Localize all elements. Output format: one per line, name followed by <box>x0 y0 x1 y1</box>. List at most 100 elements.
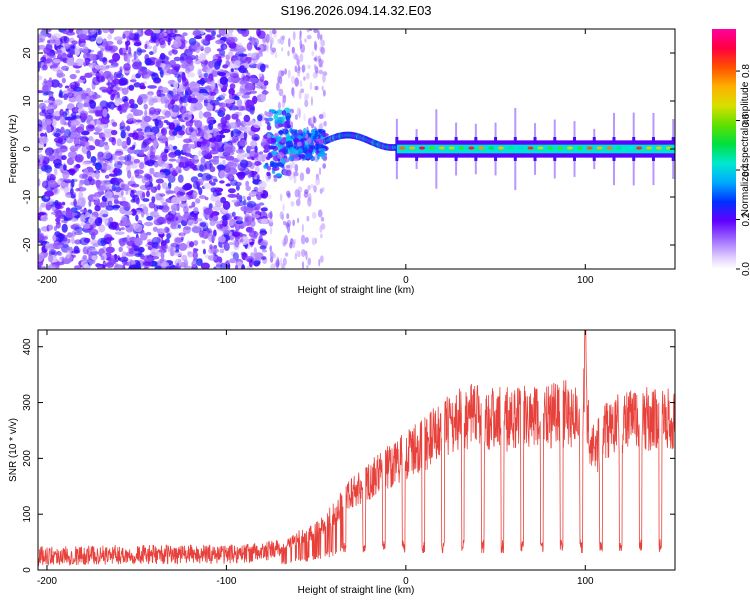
noise-speckle <box>38 158 41 164</box>
transition-cluster <box>281 116 286 123</box>
noise-speckle <box>102 108 108 118</box>
noise-speckle <box>220 93 227 97</box>
transition-speckle <box>282 257 287 266</box>
noise-speckle <box>157 183 161 191</box>
noise-speckle <box>130 175 135 183</box>
transition-speckle <box>270 263 276 269</box>
noise-speckle <box>52 234 57 242</box>
noise-speckle <box>104 174 110 179</box>
noise-speckle <box>186 146 192 154</box>
transition-speckle <box>318 167 322 176</box>
transition-cluster <box>277 130 284 135</box>
transition-speckle <box>286 213 290 220</box>
noise-speckle <box>160 242 168 251</box>
transition-cluster <box>283 157 290 163</box>
noise-speckle <box>220 116 228 126</box>
transition-speckle <box>275 259 280 268</box>
spectrogram-ytick-label: -10 <box>22 189 33 204</box>
noise-speckle <box>255 53 260 61</box>
noise-speckle <box>173 236 182 245</box>
noise-speckle <box>54 261 65 266</box>
noise-speckle <box>38 62 41 69</box>
noise-speckle <box>64 85 70 89</box>
noise-speckle <box>156 89 161 97</box>
noise-speckle <box>202 111 212 118</box>
noise-speckle <box>160 128 165 134</box>
noise-speckle <box>259 228 267 233</box>
noise-speckle <box>80 92 87 100</box>
noise-speckle <box>102 213 109 218</box>
transition-speckle <box>319 225 323 233</box>
noise-speckle <box>235 113 239 122</box>
noise-speckle <box>204 160 212 170</box>
transition-cluster <box>282 128 289 135</box>
transition-speckle <box>319 188 323 194</box>
noise-speckle <box>210 81 216 90</box>
transition-cluster <box>318 148 327 152</box>
noise-speckle <box>146 231 152 236</box>
noise-speckle <box>255 189 264 195</box>
noise-speckle <box>121 87 129 95</box>
noise-speckle <box>50 251 56 255</box>
noise-speckle <box>237 171 245 181</box>
transition-speckle <box>265 33 270 44</box>
noise-speckle <box>87 194 97 202</box>
noise-speckle <box>116 39 123 45</box>
transition-cluster <box>281 110 287 116</box>
noise-speckle <box>69 188 74 195</box>
noise-speckle <box>192 181 200 190</box>
noise-speckle <box>150 134 156 140</box>
transition-cluster <box>319 138 323 145</box>
noise-speckle <box>241 94 250 99</box>
noise-speckle <box>104 190 113 199</box>
noise-speckle <box>113 253 118 260</box>
noise-speckle <box>90 155 97 163</box>
noise-speckle <box>40 56 47 63</box>
noise-speckle <box>240 54 249 64</box>
noise-speckle <box>178 161 185 168</box>
noise-speckle <box>134 169 144 175</box>
noise-speckle <box>159 193 166 197</box>
noise-speckle <box>166 233 171 240</box>
noise-speckle <box>100 117 110 125</box>
noise-speckle <box>94 205 101 212</box>
transition-speckle <box>322 89 326 97</box>
noise-speckle <box>114 231 125 235</box>
noise-speckle <box>131 58 141 63</box>
noise-speckle <box>238 30 247 35</box>
noise-speckle <box>193 192 198 196</box>
noise-speckle <box>138 149 144 156</box>
noise-speckle <box>175 262 180 269</box>
noise-speckle <box>156 171 166 179</box>
noise-speckle <box>139 82 145 89</box>
transition-speckle <box>293 171 296 178</box>
noise-speckle <box>61 219 65 224</box>
line-peak <box>537 146 544 150</box>
noise-speckle <box>125 210 133 216</box>
noise-speckle <box>119 125 128 132</box>
noise-speckle <box>113 264 124 269</box>
line-peak <box>428 146 435 150</box>
noise-speckle <box>53 99 63 106</box>
noise-speckle <box>46 124 52 134</box>
noise-speckle <box>197 138 203 142</box>
transition-cluster <box>286 164 291 169</box>
noise-speckle <box>158 37 166 46</box>
noise-speckle <box>63 186 70 195</box>
noise-speckle <box>248 77 259 83</box>
noise-speckle <box>55 38 61 47</box>
noise-speckle <box>119 256 129 263</box>
noise-speckle <box>196 258 203 267</box>
noise-speckle <box>149 51 154 56</box>
noise-speckle <box>208 60 214 69</box>
noise-speckle <box>135 119 143 123</box>
transition-speckle <box>299 39 303 49</box>
noise-speckle <box>90 29 97 35</box>
noise-speckle <box>127 170 132 179</box>
transition-speckle <box>294 114 298 121</box>
noise-speckle <box>78 191 84 200</box>
noise-speckle <box>218 235 226 243</box>
transition-cluster <box>275 173 283 177</box>
noise-speckle <box>46 172 52 176</box>
transition-speckle <box>305 72 310 80</box>
